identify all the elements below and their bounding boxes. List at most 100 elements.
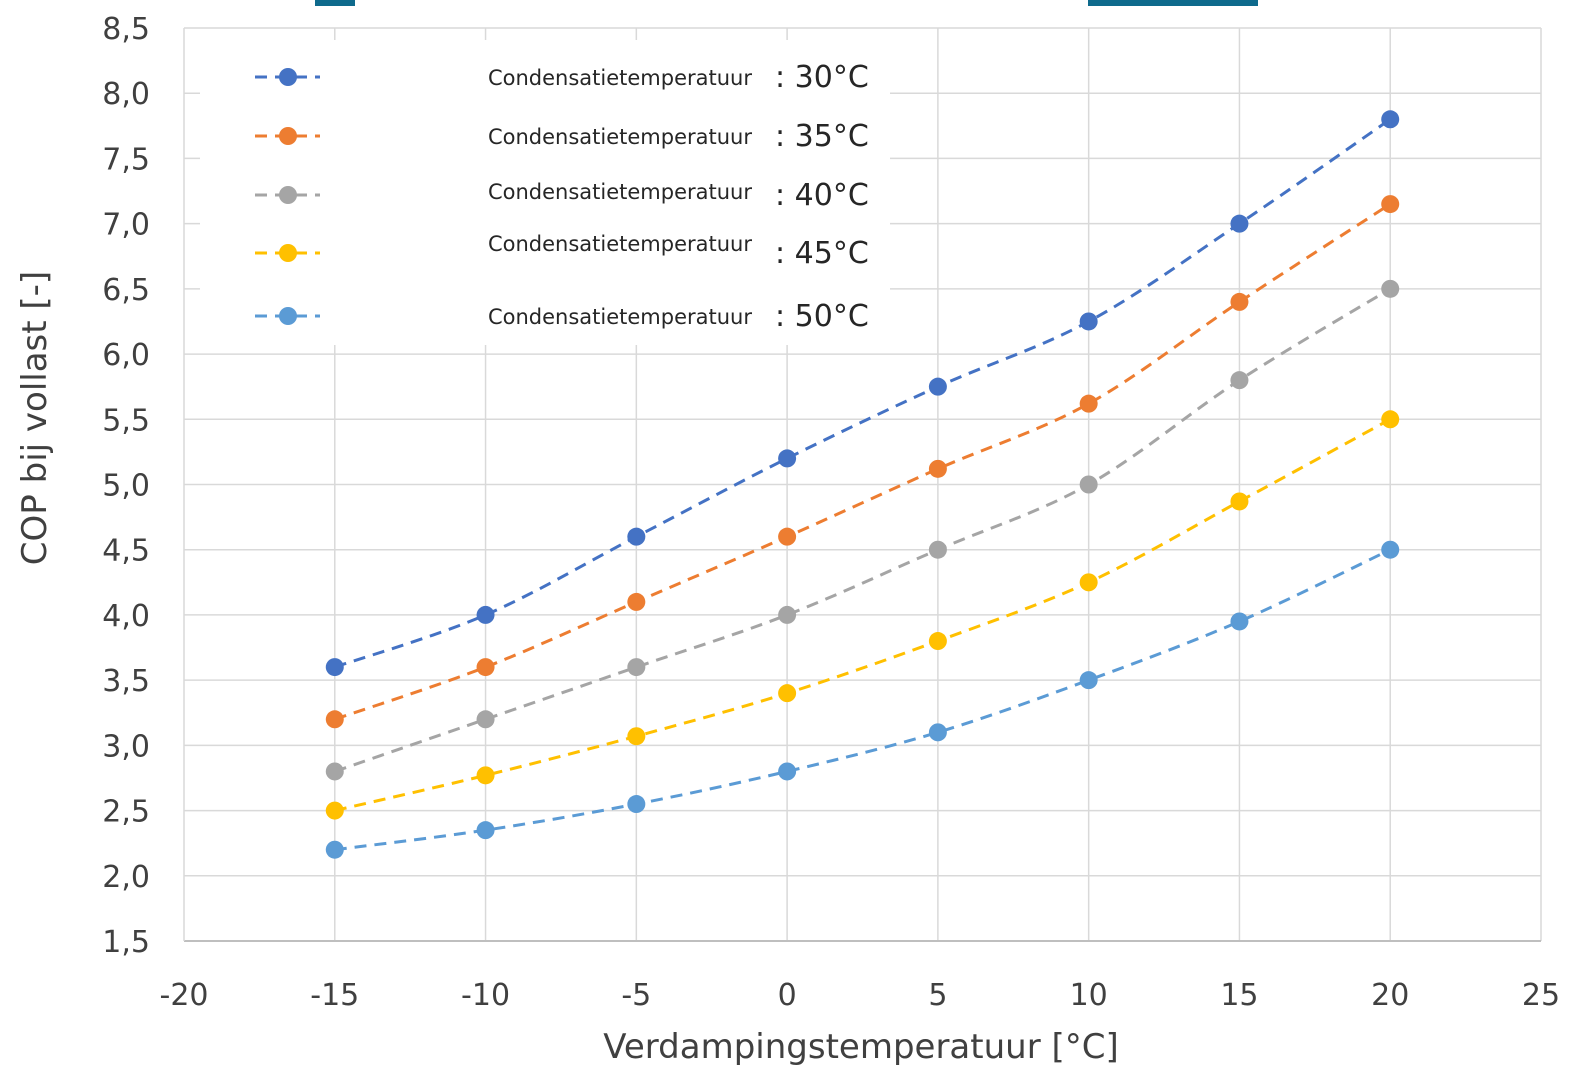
legend-item: Condensatietemperatuur : 45°C — [255, 232, 869, 271]
legend-temperature: : 50°C — [775, 299, 869, 334]
y-tick-label: 6,0 — [102, 338, 150, 373]
x-tick-label: -15 — [310, 978, 359, 1013]
data-point — [1230, 214, 1249, 233]
y-tick-label: 2,5 — [102, 795, 150, 830]
data-point — [778, 449, 797, 468]
series-3 — [325, 279, 1400, 781]
data-point — [627, 795, 646, 814]
legend: Condensatietemperatuur: 30°CCondensatiet… — [200, 40, 890, 345]
data-point — [928, 377, 947, 396]
series-2 — [325, 195, 1400, 729]
y-tick-label: 2,0 — [102, 860, 150, 895]
x-tick-label: 20 — [1371, 978, 1409, 1013]
legend-label: Condensatietemperatuur — [488, 125, 752, 149]
data-point — [1381, 279, 1400, 298]
data-point — [928, 459, 947, 478]
y-tick-label: 7,5 — [102, 142, 150, 177]
x-tick-labels: -20 -15 -10 -5 0 5 10 15 20 25 — [160, 978, 1561, 1013]
data-point — [1079, 671, 1098, 690]
y-tick-labels: 1,5 2,0 2,5 3,0 3,5 4,0 4,5 5,0 5,5 6,0 6,5 7,0 7,5 8… — [102, 12, 150, 960]
data-point — [476, 605, 495, 624]
data-point — [778, 605, 797, 624]
data-point — [325, 840, 344, 859]
data-point — [627, 592, 646, 611]
x-tick-label: 25 — [1522, 978, 1560, 1013]
y-tick-label: 1,5 — [102, 925, 150, 960]
series-1 — [325, 110, 1400, 677]
series-5 — [325, 540, 1400, 859]
legend-swatch-marker — [279, 307, 297, 325]
y-axis-title: COP bij vollast [-] — [15, 271, 55, 565]
data-point — [325, 801, 344, 820]
series-line — [334, 287, 1391, 773]
data-point — [627, 658, 646, 677]
data-point — [778, 684, 797, 703]
data-point — [1079, 312, 1098, 331]
data-point — [1381, 410, 1400, 429]
legend-swatch-marker — [279, 244, 297, 262]
data-point — [476, 658, 495, 677]
x-tick-label: 5 — [928, 978, 947, 1013]
data-point — [1230, 371, 1249, 390]
y-tick-label: 8,5 — [102, 12, 150, 47]
x-axis-title: Verdampingstemperatuur [°C] — [603, 1027, 1119, 1067]
legend-label: Condensatietemperatuur — [488, 232, 752, 256]
series-line — [334, 202, 1392, 721]
y-tick-label: 4,0 — [102, 599, 150, 634]
data-point — [928, 540, 947, 559]
series-line — [334, 118, 1392, 669]
data-point — [1381, 540, 1400, 559]
data-point — [1230, 292, 1249, 311]
y-tick-label: 7,0 — [102, 208, 150, 243]
data-point — [778, 527, 797, 546]
x-tick-label: 10 — [1070, 978, 1108, 1013]
data-point — [1230, 612, 1249, 631]
data-point — [778, 762, 797, 781]
data-point — [928, 723, 947, 742]
legend-swatch-marker — [279, 68, 297, 86]
series-line — [334, 417, 1391, 813]
x-tick-label: -5 — [621, 978, 651, 1013]
data-point — [1079, 573, 1098, 592]
series-line — [334, 548, 1391, 852]
legend-item: Condensatietemperatuur: 40°C — [255, 178, 869, 213]
y-tick-label: 4,5 — [102, 534, 150, 569]
data-point — [1230, 492, 1249, 511]
data-point — [1381, 195, 1400, 214]
legend-swatch-marker — [279, 127, 297, 145]
data-point — [928, 632, 947, 651]
y-tick-label: 6,5 — [102, 273, 150, 308]
series-4 — [325, 410, 1400, 820]
grid — [184, 27, 1542, 941]
legend-temperature: : 40°C — [775, 178, 869, 213]
data-point — [476, 766, 495, 785]
y-tick-label: 3,5 — [102, 664, 150, 699]
legend-swatch-marker — [279, 186, 297, 204]
data-point — [1079, 394, 1098, 413]
legend-temperature: : 30°C — [775, 60, 869, 95]
data-point — [627, 727, 646, 746]
legend-label: Condensatietemperatuur — [488, 66, 752, 90]
y-tick-label: 5,5 — [102, 403, 150, 438]
x-tick-label: 0 — [778, 978, 797, 1013]
legend-background — [200, 40, 890, 345]
x-tick-label: 15 — [1220, 978, 1258, 1013]
legend-temperature: : 45°C — [775, 236, 869, 271]
legend-temperature: : 35°C — [775, 119, 869, 154]
data-point — [325, 658, 344, 677]
data-point — [325, 710, 344, 729]
y-tick-label: 5,0 — [102, 469, 150, 504]
axes — [183, 28, 1541, 942]
legend-item: Condensatietemperatuur: 50°C — [255, 299, 869, 334]
chart-title-fragment — [315, 0, 1258, 6]
y-tick-label: 3,0 — [102, 729, 150, 764]
x-tick-label: -10 — [461, 978, 510, 1013]
data-point — [476, 821, 495, 840]
legend-item: Condensatietemperatuur : 30°C — [255, 60, 869, 95]
series — [325, 110, 1400, 859]
y-tick-label: 8,0 — [102, 77, 150, 112]
data-point — [476, 710, 495, 729]
data-point — [1381, 110, 1400, 129]
x-tick-label: -20 — [160, 978, 209, 1013]
